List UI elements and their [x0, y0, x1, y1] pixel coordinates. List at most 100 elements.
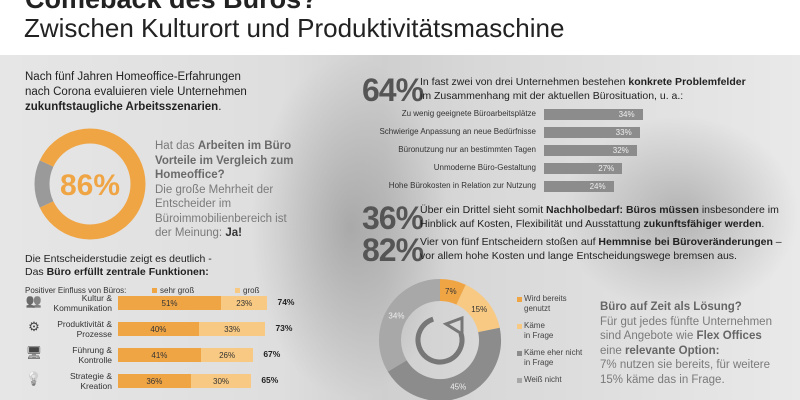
legend-swatch [235, 288, 240, 294]
bar-segment: 33% [198, 322, 266, 336]
donut-chart-86: 86% [34, 128, 146, 240]
bar-segment: 51% [118, 296, 222, 310]
intro-line: Nach fünf Jahren Homeoffice-Erfahrungen [25, 71, 241, 83]
donut-segment [379, 279, 441, 372]
t: Über ein Drittel sieht somit [420, 204, 547, 216]
bar-total: 67% [263, 349, 281, 359]
legend-line: in Frage [524, 358, 554, 367]
b: konkrete Problemfelder [628, 76, 746, 88]
stat-64: 64% [362, 72, 424, 108]
flex-office-donut-chart: 7% 15% 45% 34% [379, 279, 501, 400]
t: In fast zwei von drei Unternehmen besteh… [420, 76, 629, 88]
problem-bar: 33% [544, 127, 640, 138]
q-answer-bold: Ja! [225, 227, 242, 239]
b: Nachholbedarf: Büros müssen [546, 204, 699, 216]
gears-icon: ⚙ [28, 319, 40, 334]
problem-bar: 32% [544, 145, 637, 156]
header: Comeback des Büros? Zwischen Kulturort u… [0, 0, 800, 55]
category-label-line: Kultur & [81, 293, 112, 303]
category-label-line: Prozesse [76, 329, 112, 339]
legend-swatch [517, 378, 522, 383]
problem-label: Büronutzung nur an bestimmten Tagen [398, 145, 536, 154]
fn-line2: Das Büro erfüllt zentrale Funktionen: [25, 266, 212, 279]
people-icon: 👥 [25, 293, 43, 308]
category-label-line: Kreation [80, 381, 112, 391]
stat-82: 82% [362, 232, 424, 268]
donut-segment [439, 279, 466, 305]
flex-line: 7% nutzen sie bereits, für weitere [600, 359, 771, 371]
b: zukunftsfähiger werden [643, 218, 762, 230]
legend-item-gross: groß [235, 286, 259, 295]
t: Hinblick auf Kosten, Flexibilität und Au… [420, 218, 644, 230]
legend-line: genutzt [524, 304, 551, 313]
donut-segment-yes [39, 128, 146, 240]
question-text: Hat das Arbeiten im Büro Vorteile im Ver… [155, 139, 305, 241]
q-bold: Arbeiten im Büro Vorteile im Vergleich z… [155, 140, 294, 181]
b: relevante Option: [624, 344, 720, 357]
category-label-line: Kontrolle [78, 355, 112, 365]
problem-bar: 27% [544, 163, 623, 174]
bar-segment: 23% [221, 296, 268, 310]
problem-bar: 34% [544, 109, 643, 120]
intro-end: . [218, 101, 222, 113]
category-label-line: Führung & [72, 345, 112, 355]
intro-text: Nach fünf Jahren Homeoffice-Erfahrungen … [25, 70, 345, 115]
legend-line: Käme [524, 321, 545, 330]
refresh-arrowhead-icon [442, 315, 464, 337]
legend-swatch [517, 324, 522, 329]
donut-segment [387, 327, 501, 400]
stat-64-text: In fast zwei von drei Unternehmen besteh… [420, 75, 746, 103]
legend-line: Weiß nicht [524, 375, 562, 384]
donut-value-label: 45% [450, 383, 466, 392]
legend-title: Positiver Einfluss von Büros: [25, 286, 127, 295]
fn-pre: Das [25, 266, 47, 278]
legend-item: Käme eher nicht in Frage [517, 348, 582, 368]
donut-value-label: 7% [445, 287, 457, 296]
t: sind Angebote wie [600, 330, 697, 342]
b: Flex Offices [696, 330, 762, 342]
page-title: Comeback des Büros? [25, 0, 318, 15]
legend-item: Wird bereits genutzt [517, 294, 567, 314]
flex-line: 15% käme das in Frage. [600, 373, 725, 386]
category-label-line: Kommunikation [53, 303, 112, 313]
donut-segment [455, 284, 500, 333]
legend-swatch [517, 297, 522, 302]
legend-label: groß [243, 286, 260, 295]
t: eine [600, 344, 625, 357]
legend-item-sehr-gross: sehr groß [152, 286, 194, 295]
legend-item: Käme in Frage [517, 321, 553, 341]
problem-label: Unmoderne Büro-Gestaltung [433, 163, 536, 172]
legend-item: Weiß nicht [517, 375, 562, 385]
lightbulb-icon: 💡 [25, 371, 43, 386]
problem-bar: 24% [544, 181, 614, 192]
intro-bold: zukunftstaugliche Arbeitsszenarien [25, 101, 219, 113]
problem-label: Zu wenig geeignete Büroarbeitsplätze [401, 109, 536, 118]
stat-36-text: Über ein Drittel sieht somit Nachholbeda… [420, 203, 779, 231]
stat-line: im Zusammenhang mit der aktuellen Bürosi… [420, 90, 684, 102]
donut-value-label: 34% [388, 311, 404, 320]
presentation-icon: 🖥 [25, 345, 43, 360]
bar-segment: 26% [200, 348, 254, 362]
flex-line: eine relevante Option: [600, 344, 795, 359]
bar-segment: 41% [118, 348, 201, 362]
legend-line: Wird bereits [524, 294, 567, 303]
b: Hemmnise bei Büroveränderungen [598, 236, 773, 248]
stat-line: Vier von fünf Entscheidern stoßen auf He… [420, 235, 782, 249]
q-pre: Hat das [155, 140, 198, 152]
category-label: Kultur & Kommunikation [46, 293, 112, 313]
background-photo [0, 55, 800, 400]
bar-segment: 36% [118, 374, 191, 388]
functions-heading: Die Entscheiderstudie zeigt es deutlich … [25, 253, 212, 279]
flex-office-text: Büro auf Zeit als Lösung? Für gut jedes … [600, 300, 795, 387]
bar-total: 73% [275, 323, 293, 333]
q-answer: Die große Mehrheit der Entscheider im Bü… [155, 183, 287, 240]
category-label: Strategie & Kreation [46, 371, 112, 391]
t: Vier von fünf Entscheidern stoßen auf [420, 236, 599, 248]
stat-line: Über ein Drittel sieht somit Nachholbeda… [420, 203, 779, 217]
bar-segment: 40% [118, 322, 199, 336]
refresh-icon [415, 316, 465, 365]
stat-line: vor allem hohe Kosten und lange Entschei… [420, 250, 737, 262]
legend-line: Käme eher nicht [524, 348, 583, 357]
donut-center-label: 86% [60, 169, 120, 202]
intro-line: zukunftstaugliche Arbeitsszenarien. [25, 100, 345, 115]
